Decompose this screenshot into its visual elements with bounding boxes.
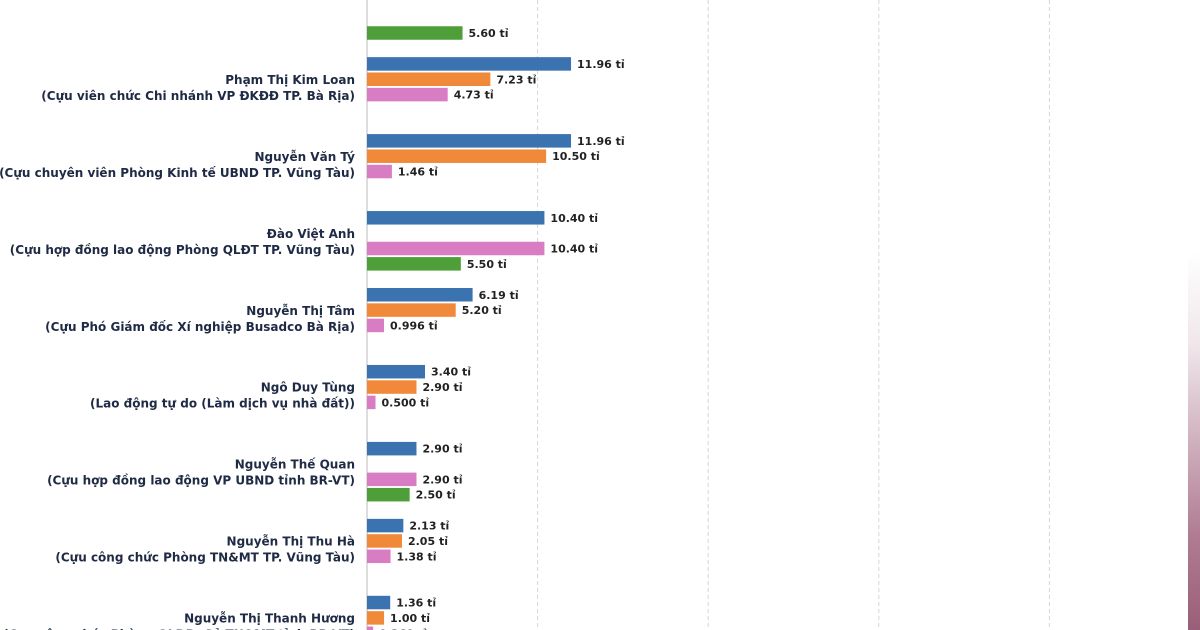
bar-value-label: 2.50 tỉ [416,489,456,502]
category-name-label: Nguyễn Văn Tý [254,150,355,164]
bar-value-label: 2.90 tỉ [422,443,462,456]
bar [367,288,473,302]
bar [367,549,391,564]
bar [367,26,463,40]
bar-value-label: 1.38 tỉ [397,550,437,563]
category-role-label: (Cựu công chức Phòng QLĐĐ, Sở TN&MT tỉnh… [3,628,355,630]
bar [367,611,385,625]
bar-value-label: 10.40 tỉ [550,243,598,256]
bars [367,26,572,630]
bar-value-label: 2.05 tỉ [408,535,448,548]
bar [367,487,410,502]
bar-value-label: 10.50 tỉ [552,150,600,163]
category-name-label: Phạm Thị Kim Loan [225,73,355,87]
bar [367,595,391,610]
category-name-label: Nguyễn Thị Thu Hà [227,535,355,549]
category-name-label: Ngô Duy Tùng [261,381,355,395]
bar [367,303,456,317]
value-labels: 5.60 tỉ 11.96 tỉ 7.23 tỉ4.73 tỉ 11.96 tỉ 10.… [379,27,625,630]
bar-value-label: 2.90 tỉ [422,473,462,486]
bar-value-label: 11.96 tỉ [577,135,625,148]
bar-value-label: 1.36 tỉ [396,597,436,610]
bar-value-label: 5.50 tỉ [467,258,507,271]
bar [367,164,392,179]
bar-value-label: 2.13 tỉ [409,520,449,533]
bar [367,211,545,225]
bar-value-label: 5.20 tỉ [462,304,502,317]
bar-value-label: 2.90 tỉ [422,381,462,394]
bar-value-label: 6.19 tỉ [479,289,519,302]
page-edge-decoration [1188,0,1200,630]
bar-value-label: 11.96 tỉ [577,58,625,71]
bar-value-label: 5.60 tỉ [469,27,509,40]
bar [367,441,417,456]
bar [367,472,417,487]
category-role-label: (Lao động tự do (Làm dịch vụ nhà đất)) [90,397,355,411]
bar-value-label: 1.46 tỉ [398,166,438,179]
bar-value-label: 3.40 tỉ [431,366,471,379]
category-role-label: (Cựu công chức Phòng TN&MT TP. Vũng Tàu) [55,551,355,565]
bar [367,57,572,71]
bar-value-label: 7.23 tỉ [496,73,536,86]
bar-value-label: 0.360 tỉ [379,627,427,630]
category-role-label: (Cựu viên chức Chi nhánh VP ĐKĐĐ TP. Bà … [41,89,355,103]
bar-value-label: 0.996 tỉ [390,319,438,332]
bar-value-label: 4.73 tỉ [454,89,494,102]
bar [367,395,376,410]
category-role-label: (Cựu hợp đồng lao động VP UBND tỉnh BR-V… [47,474,355,488]
bar [367,626,374,630]
bar [367,364,426,379]
bar [367,134,572,148]
category-labels: Phạm Thị Kim Loan (Cựu viên chức Chi nhán… [0,73,355,630]
category-name-label: Nguyễn Thị Thanh Hương [184,612,355,626]
bar [367,257,461,271]
bar [367,534,402,548]
bar [367,87,448,102]
category-role-label: (Cựu chuyên viên Phòng Kinh tế UBND TP. … [0,166,355,180]
category-name-label: Nguyễn Thế Quan [235,458,355,472]
category-role-label: (Cựu hợp đồng lao động Phòng QLĐT TP. Vũ… [10,243,355,257]
bar-value-label: 1.00 tỉ [390,612,430,625]
bar [367,241,545,256]
grid-lines [537,0,1050,630]
bar [367,518,404,533]
bar [367,72,491,86]
category-name-label: Đào Việt Anh [267,227,355,241]
category-name-label: Nguyễn Thị Tâm [246,304,355,318]
bar-value-label: 10.40 tỉ [550,212,598,225]
category-role-label: (Cựu Phó Giám đốc Xí nghiệp Busadco Bà R… [45,320,355,334]
bar [367,318,384,333]
bar [367,380,417,394]
bar [367,149,547,163]
bar-value-label: 0.500 tỉ [382,396,430,409]
